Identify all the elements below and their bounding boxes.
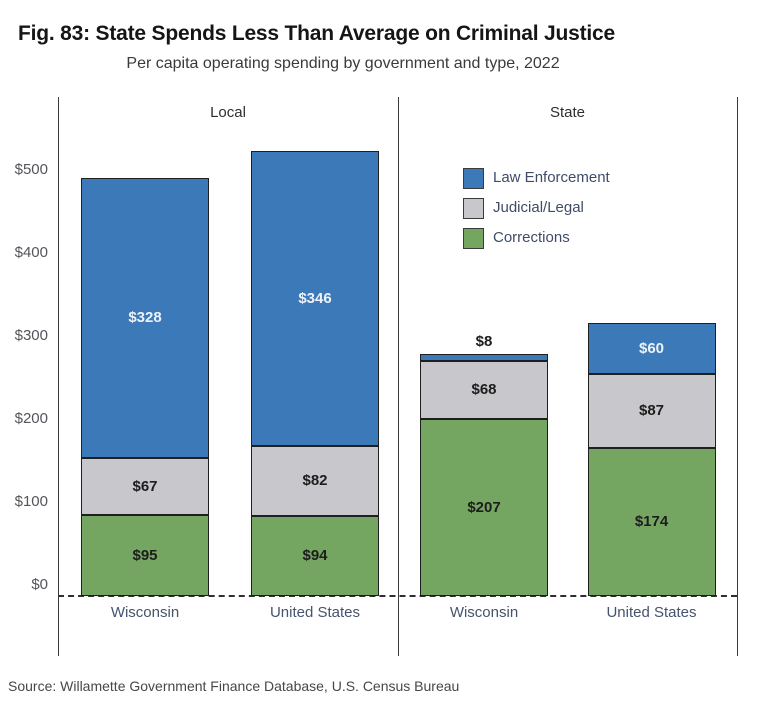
panel-header-local: Local	[210, 104, 246, 121]
bar-value-label: $174	[634, 513, 669, 530]
bar-value-label: $328	[128, 309, 162, 326]
bar-value-label: $346	[298, 289, 332, 307]
x-category-label: Wisconsin	[449, 604, 519, 621]
x-category-label: Wisconsin	[110, 604, 180, 621]
bar-segment-corrections	[81, 515, 209, 596]
right-border-line	[737, 97, 738, 656]
bar-value-label: $67	[132, 477, 158, 495]
y-axis-tick-label: $500	[14, 161, 48, 178]
figure-title: Fig. 83: State Spends Less Than Average …	[18, 22, 615, 45]
bar-value-label: $82	[302, 472, 328, 489]
figure-subtitle: Per capita operating spending by governm…	[126, 55, 560, 72]
y-axis-line	[58, 97, 59, 656]
y-axis-tick-label: $400	[14, 244, 48, 261]
bar-value-label: $95	[132, 546, 158, 564]
bar-segment-judicial-legal	[251, 446, 379, 516]
bar-segment-judicial-legal	[587, 374, 716, 448]
bar-value-label: $68	[471, 381, 497, 398]
x-category-label: United States	[269, 604, 361, 621]
bar-value-label: $207	[467, 498, 501, 516]
y-axis-tick-label: $0	[31, 576, 48, 593]
source-note: Source: Willamette Government Finance Da…	[8, 678, 460, 694]
bar-value-label: $87	[638, 402, 665, 419]
bar-value-label: $94	[302, 547, 328, 564]
bar-segment-law-enforcement	[420, 354, 548, 361]
bar-value-label: $60	[638, 339, 665, 357]
legend-label: Law Enforcement	[493, 169, 610, 186]
bar-segment-judicial-legal	[81, 458, 209, 515]
bar-segment-law-enforcement	[251, 151, 379, 446]
legend-label: Corrections	[493, 229, 570, 246]
y-axis-tick-label: $200	[14, 410, 48, 427]
bar-segment-law-enforcement	[587, 323, 716, 374]
legend-swatch-corrections	[463, 228, 484, 249]
bar-segment-corrections	[420, 419, 548, 596]
zero-baseline-dashed	[58, 595, 737, 597]
legend-swatch-law-enforcement	[463, 168, 484, 189]
legend-swatch-judicial-legal	[463, 198, 484, 219]
y-axis-tick-label: $300	[14, 327, 48, 344]
bar-segment-judicial-legal	[420, 361, 548, 419]
legend-label: Judicial/Legal	[493, 199, 584, 216]
bar-segment-corrections	[251, 516, 379, 596]
x-category-label: United States	[606, 604, 697, 621]
y-axis-tick-label: $100	[14, 493, 48, 510]
panel-header-state: State	[549, 104, 586, 121]
bar-value-label-outside: $8	[475, 333, 493, 350]
bar-segment-corrections	[587, 448, 716, 596]
bar-segment-law-enforcement	[81, 178, 209, 458]
panel-divider-line	[398, 97, 399, 656]
